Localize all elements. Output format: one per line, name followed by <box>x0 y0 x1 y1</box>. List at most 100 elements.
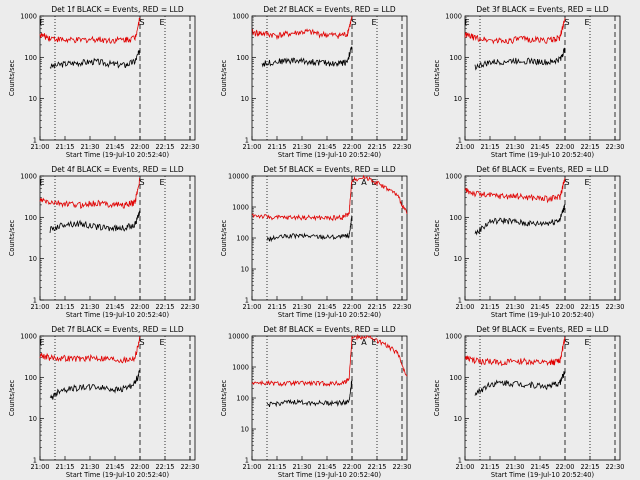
x-axis-label: Start Time (19-Jul-10 20:52:40) <box>491 471 594 479</box>
chart-panel-8f: Det 8f BLACK = Events, RED = LLD 1 10 100 10… <box>220 325 412 479</box>
x-tick-label: 21:45 <box>317 303 336 311</box>
event-marker-label: S <box>351 338 356 347</box>
y-tick-label: 1000 <box>445 13 462 21</box>
event-marker-label: E <box>39 338 44 347</box>
series-line-lld <box>39 17 141 45</box>
x-tick-label: 21:30 <box>505 143 524 151</box>
x-tick-label: 22:15 <box>155 303 174 311</box>
y-tick-label: 1 <box>245 137 249 145</box>
plot-frame <box>39 15 196 141</box>
x-tick-label: 21:00 <box>242 463 261 471</box>
x-tick-label: 22:30 <box>605 463 624 471</box>
chart-panel-6f: Det 6f BLACK = Events, RED = LLD 1 10 100 10… <box>433 165 625 319</box>
x-tick-label: 21:00 <box>242 143 261 151</box>
y-tick-label: 1000 <box>232 13 249 21</box>
y-tick-label: 1 <box>458 137 462 145</box>
series-line-events <box>266 215 353 243</box>
y-axis-label: Counts/sec <box>220 379 228 416</box>
x-tick-label: 21:45 <box>105 143 124 151</box>
x-tick-label: 21:15 <box>55 303 74 311</box>
chart-panel-9f: Det 9f BLACK = Events, RED = LLD 1 10 100 10… <box>433 325 625 479</box>
y-tick-label: 10 <box>241 426 249 434</box>
event-marker-label: E <box>159 18 164 27</box>
x-tick-label: 22:15 <box>155 463 174 471</box>
y-tick-label: 1000 <box>445 173 462 181</box>
x-tick-label: 21:15 <box>267 463 286 471</box>
x-tick-label: 21:30 <box>292 463 311 471</box>
series-line-lld <box>464 17 566 45</box>
x-tick-label: 21:00 <box>455 143 474 151</box>
x-tick-label: 21:00 <box>30 303 49 311</box>
chart-title: Det 5f BLACK = Events, RED = LLD <box>263 165 396 174</box>
plot-frame <box>464 15 621 141</box>
event-marker-label: S <box>564 178 569 187</box>
y-tick-label: 10 <box>241 266 249 274</box>
x-tick-label: 21:45 <box>105 463 124 471</box>
x-tick-label: 22:15 <box>580 303 599 311</box>
series-line-lld <box>39 336 141 364</box>
event-marker-label: E <box>371 18 376 27</box>
event-marker-label: S <box>139 18 144 27</box>
x-tick-label: 21:30 <box>80 303 99 311</box>
y-tick-label: 100 <box>449 54 462 62</box>
event-marker-label: A <box>361 178 367 187</box>
x-tick-label: 22:00 <box>555 463 574 471</box>
x-axis-label: Start Time (19-Jul-10 20:52:40) <box>66 151 169 159</box>
x-tick-label: 21:45 <box>317 463 336 471</box>
y-tick-label: 10 <box>29 415 37 423</box>
series-line-events <box>49 50 141 69</box>
series-line-events <box>474 371 566 396</box>
y-tick-label: 1 <box>33 457 37 465</box>
x-tick-label: 22:30 <box>392 463 411 471</box>
x-tick-label: 21:00 <box>455 463 474 471</box>
plot-frame <box>251 15 408 141</box>
event-marker-label: S <box>351 178 356 187</box>
y-tick-label: 10 <box>454 255 462 263</box>
x-tick-label: 22:30 <box>180 463 199 471</box>
x-tick-label: 21:00 <box>455 303 474 311</box>
chart-title: Det 9f BLACK = Events, RED = LLD <box>476 325 609 334</box>
chart-panel-7f: Det 7f BLACK = Events, RED = LLD 1 10 100 10… <box>8 325 200 479</box>
event-marker-label: E <box>371 338 376 347</box>
plot-frame <box>464 175 621 301</box>
x-axis-label: Start Time (19-Jul-10 20:52:40) <box>66 471 169 479</box>
x-tick-label: 22:15 <box>155 143 174 151</box>
y-tick-label: 1000 <box>20 173 37 181</box>
event-marker-label: S <box>351 18 356 27</box>
x-tick-label: 22:00 <box>342 303 361 311</box>
x-axis-label: Start Time (19-Jul-10 20:52:40) <box>278 311 381 319</box>
chart-title: Det 4f BLACK = Events, RED = LLD <box>51 165 184 174</box>
y-axis-label: Counts/sec <box>8 219 16 256</box>
x-tick-label: 21:30 <box>505 303 524 311</box>
y-tick-label: 100 <box>24 214 37 222</box>
y-tick-label: 100 <box>449 214 462 222</box>
x-tick-label: 21:45 <box>530 303 549 311</box>
y-tick-label: 1000 <box>232 364 249 372</box>
chart-title: Det 3f BLACK = Events, RED = LLD <box>476 5 609 14</box>
x-axis-label: Start Time (19-Jul-10 20:52:40) <box>491 151 594 159</box>
x-tick-label: 22:00 <box>555 303 574 311</box>
y-tick-label: 10 <box>241 95 249 103</box>
x-tick-label: 22:30 <box>392 143 411 151</box>
x-axis-label: Start Time (19-Jul-10 20:52:40) <box>66 311 169 319</box>
x-tick-label: 21:30 <box>80 143 99 151</box>
y-axis-label: Counts/sec <box>433 379 441 416</box>
plot-frame <box>39 335 196 461</box>
event-marker-label: E <box>584 338 589 347</box>
y-axis-label: Counts/sec <box>220 59 228 96</box>
x-tick-label: 21:15 <box>267 303 286 311</box>
y-tick-label: 100 <box>24 54 37 62</box>
x-tick-label: 21:15 <box>480 143 499 151</box>
event-marker-label: E <box>584 178 589 187</box>
y-tick-label: 1 <box>245 297 249 305</box>
x-axis-label: Start Time (19-Jul-10 20:52:40) <box>491 311 594 319</box>
series-line-lld <box>251 174 408 222</box>
y-tick-label: 100 <box>24 374 37 382</box>
event-marker-label: E <box>159 178 164 187</box>
chart-title: Det 6f BLACK = Events, RED = LLD <box>476 165 609 174</box>
y-tick-label: 1000 <box>20 13 37 21</box>
y-tick-label: 1000 <box>445 333 462 341</box>
event-marker-label: S <box>139 178 144 187</box>
x-tick-label: 22:15 <box>580 463 599 471</box>
